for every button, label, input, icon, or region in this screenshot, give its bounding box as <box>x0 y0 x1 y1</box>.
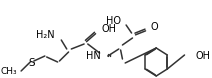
Text: OH: OH <box>102 24 116 34</box>
Text: O: O <box>151 22 158 32</box>
Text: S: S <box>29 58 35 68</box>
Text: HO: HO <box>106 16 121 26</box>
Text: H₂N: H₂N <box>36 30 55 40</box>
Text: CH₃: CH₃ <box>1 67 17 77</box>
Text: HN: HN <box>86 51 100 61</box>
Text: OH: OH <box>195 51 211 61</box>
